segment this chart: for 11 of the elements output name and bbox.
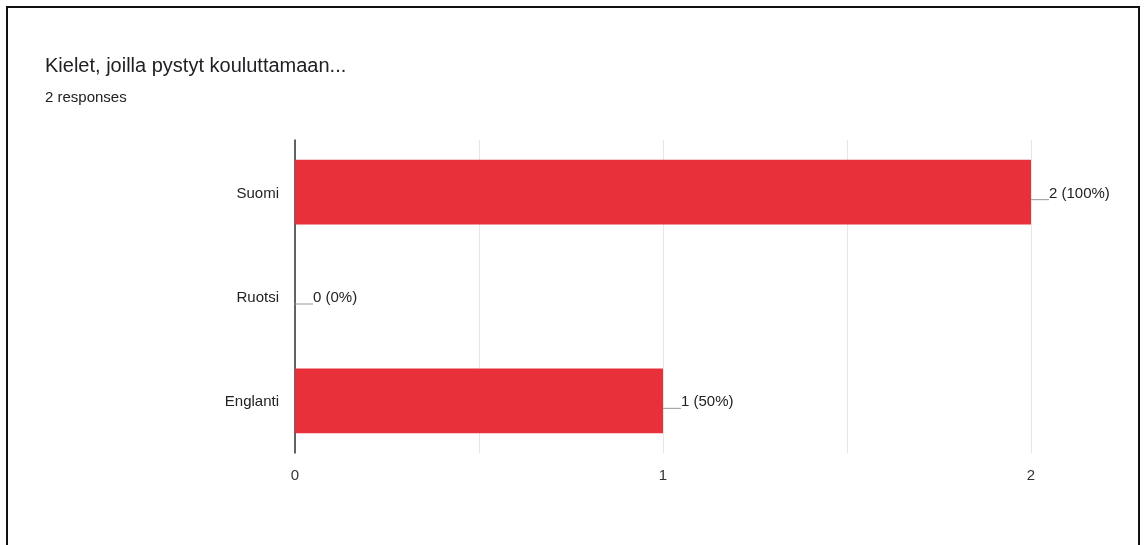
- data-label: 2 (100%): [1049, 183, 1110, 201]
- data-label: 1 (50%): [681, 392, 734, 410]
- text: 2 responses: [45, 88, 127, 105]
- y-tick-label: Suomi: [236, 183, 279, 201]
- x-tick-label: 1: [658, 466, 668, 483]
- chart-title: Kielet, joilla pystyt kouluttamaan...: [45, 54, 347, 76]
- y-tick-label: Englanti: [224, 392, 279, 410]
- y-tick-label: Ruotsi: [236, 288, 279, 305]
- data-label: 0 (0%): [313, 288, 358, 305]
- x-tick-label: 2: [1026, 466, 1036, 483]
- x-tick-label: 0: [290, 466, 300, 483]
